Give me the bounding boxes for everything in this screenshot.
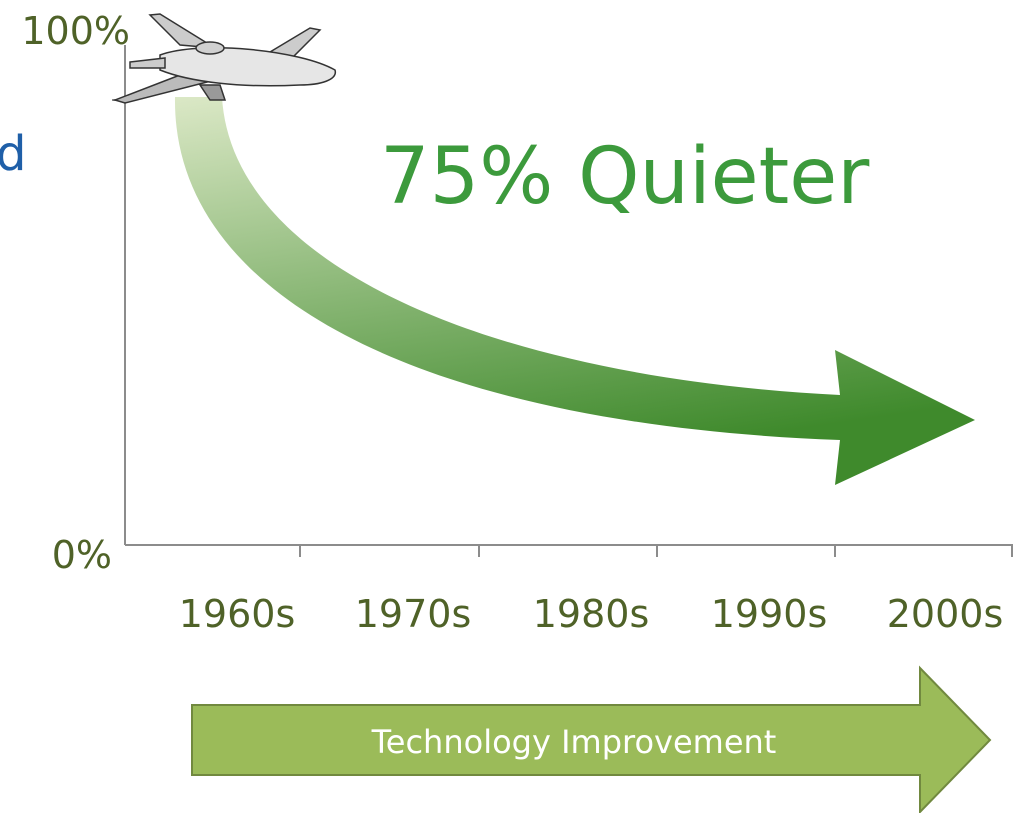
slide: d 100% 0% 1960s 1970s 1980s 1990s 2000s …: [0, 0, 1015, 813]
headline: 75% Quieter: [380, 132, 870, 222]
x-label: 1980s: [533, 592, 650, 636]
y-bottom-label: 0%: [52, 533, 112, 577]
x-label: 1990s: [711, 592, 828, 636]
x-ticks: [300, 545, 1012, 557]
x-labels: 1960s 1970s 1980s 1990s 2000s: [179, 592, 1004, 636]
x-label: 1960s: [179, 592, 296, 636]
x-label: 2000s: [887, 592, 1004, 636]
bottom-arrow-label: Technology Improvement: [371, 723, 777, 761]
y-top-label: 100%: [21, 9, 130, 53]
x-label: 1970s: [355, 592, 472, 636]
airplane-icon: [115, 14, 335, 103]
side-text: d: [0, 126, 26, 182]
